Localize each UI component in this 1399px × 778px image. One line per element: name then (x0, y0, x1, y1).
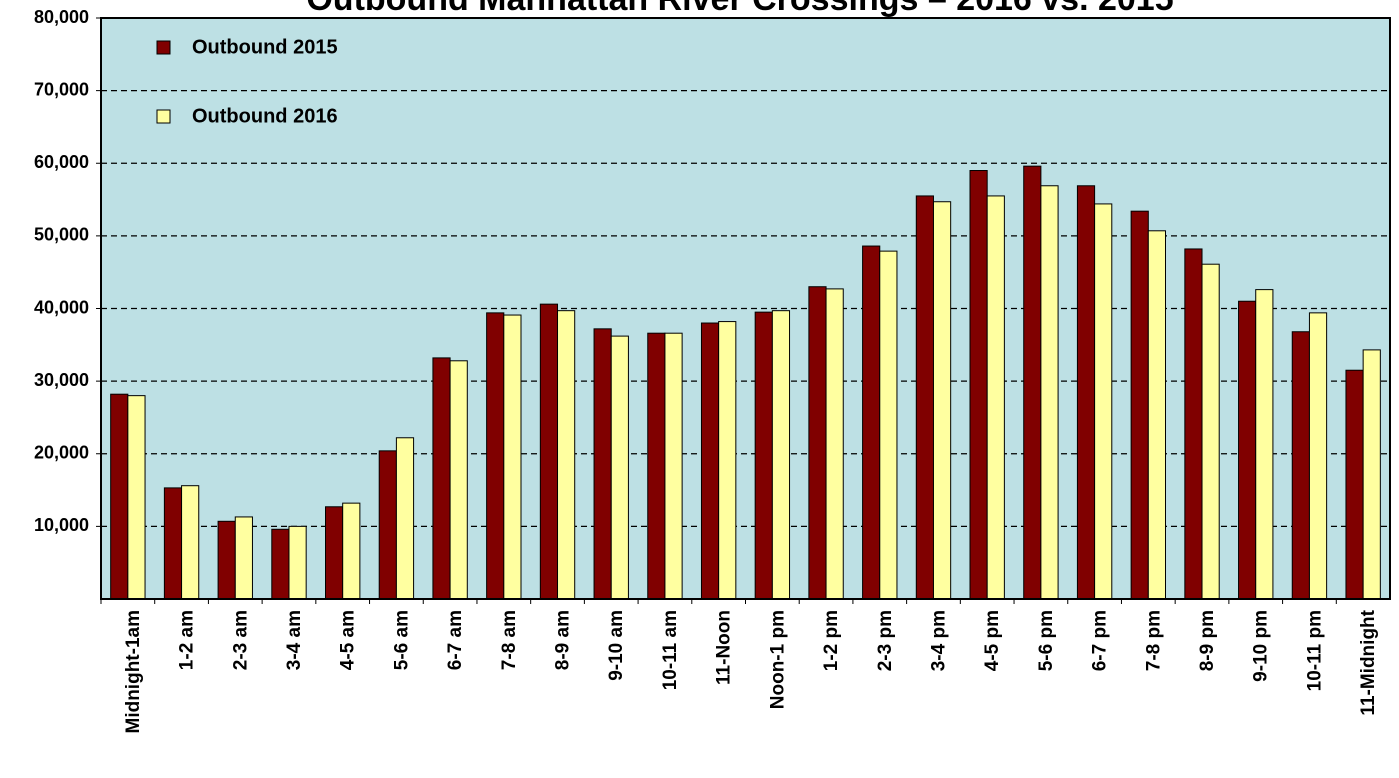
x-tick-label: 9-10 pm (1251, 610, 1272, 682)
x-tick-label: 1-2 pm (821, 610, 842, 671)
bar (1094, 203, 1113, 600)
bar (700, 322, 720, 600)
x-tick-label: 11-Midnight (1358, 609, 1379, 715)
bar (647, 332, 666, 600)
bar (503, 314, 522, 600)
bar (1130, 210, 1149, 600)
bar (1255, 289, 1274, 600)
x-tick-label: Noon-1 pm (767, 610, 788, 709)
bar (1040, 185, 1059, 600)
bar (342, 502, 361, 600)
x-tick-label: 11-Noon (714, 610, 735, 685)
bar (163, 487, 183, 600)
bar (1147, 230, 1166, 600)
chart-title: Outbound Manhattan River Crossings – 201… (306, 0, 1173, 18)
x-tick-label: 7-8 am (499, 610, 520, 670)
bar (395, 437, 415, 600)
bar (1362, 349, 1381, 600)
legend-label: Outbound 2015 (192, 36, 338, 58)
x-tick-label: 10-11 am (660, 610, 681, 690)
x-tick-label: 8-9 am (553, 610, 574, 670)
x-tick-label: 10-11 pm (1304, 610, 1325, 691)
bar (610, 335, 629, 600)
bar (664, 332, 683, 600)
x-tick-label: 1-2 am (177, 610, 198, 670)
x-tick-label: 2-3 am (230, 610, 251, 670)
bar (825, 288, 844, 600)
bar (127, 395, 146, 600)
bar (932, 201, 952, 600)
bar (862, 245, 881, 600)
bar (1291, 331, 1310, 600)
bar (718, 321, 737, 600)
bar (1076, 185, 1096, 600)
x-tick-label: 4-5 am (338, 610, 359, 670)
bar (915, 195, 934, 600)
bar (986, 195, 1005, 600)
bar (234, 516, 253, 600)
bar (539, 303, 559, 600)
x-tick-label: 5-6 am (391, 610, 412, 670)
bar (593, 328, 612, 600)
y-tick-label: 10,000 (34, 515, 89, 535)
bar (325, 506, 344, 600)
legend-label: Outbound 2016 (192, 105, 338, 127)
x-tick-label: 6-7 am (445, 610, 466, 670)
bar (808, 286, 827, 600)
bar (1345, 369, 1364, 600)
y-tick-label: 40,000 (34, 297, 89, 317)
bar (217, 520, 236, 600)
x-tick-label: 3-4 pm (928, 610, 949, 671)
x-tick-label: 3-4 am (284, 610, 305, 670)
y-tick-label: 80,000 (34, 7, 89, 27)
bar (288, 525, 307, 600)
bar (486, 312, 505, 600)
legend-swatch (156, 40, 171, 55)
y-tick-label: 50,000 (34, 225, 89, 245)
y-tick-label: 30,000 (34, 370, 89, 390)
x-tick-label: 9-10 am (606, 610, 627, 681)
y-tick-label: 70,000 (34, 79, 89, 99)
x-tick-label: 6-7 pm (1090, 610, 1111, 671)
x-tick-label: 8-9 pm (1197, 610, 1218, 671)
bar (969, 170, 988, 600)
y-tick-label: 60,000 (34, 152, 89, 172)
bar (449, 360, 468, 600)
x-tick-label: 7-8 pm (1143, 610, 1164, 671)
bar (1184, 248, 1203, 600)
y-tick-label: 20,000 (34, 443, 89, 463)
x-tick-label: 2-3 pm (875, 610, 896, 671)
bar (1308, 312, 1328, 600)
legend-swatch (156, 109, 171, 124)
bar (378, 450, 397, 600)
plot-border (100, 17, 1391, 600)
bar (110, 393, 129, 600)
bar (557, 310, 576, 600)
bar (432, 357, 451, 600)
bar (1023, 165, 1042, 600)
bar (181, 485, 200, 600)
bar (1238, 300, 1257, 600)
bar (1201, 263, 1220, 600)
bar (754, 311, 773, 600)
x-tick-label: 4-5 pm (982, 610, 1003, 671)
bar (879, 250, 898, 600)
bar (771, 310, 791, 600)
x-tick-label: Midnight-1am (123, 610, 144, 734)
x-tick-label: 5-6 pm (1036, 610, 1057, 671)
bar (271, 528, 290, 600)
